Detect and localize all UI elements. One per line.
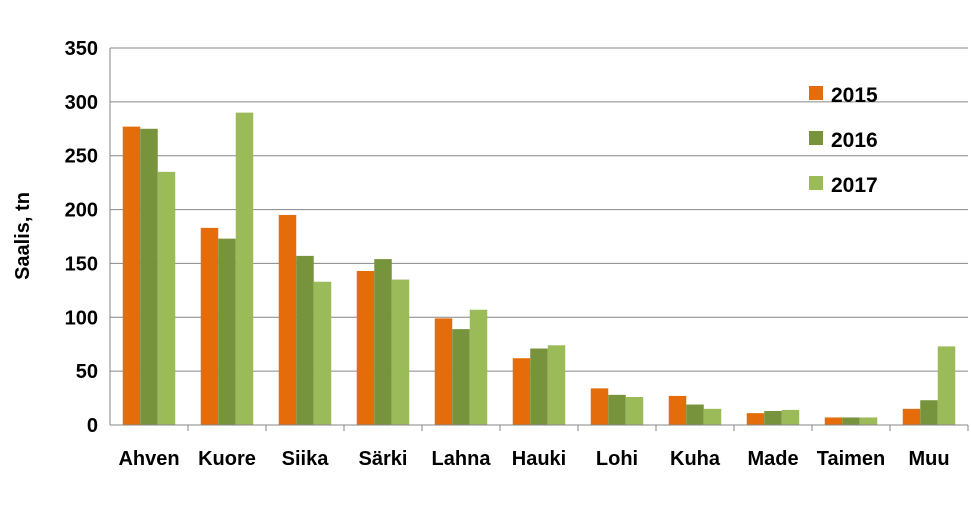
bar-2015-Kuha [668, 395, 687, 425]
y-tick-label: 300 [65, 92, 98, 114]
bar-2015-Muu [902, 408, 921, 425]
x-tick-label: Ahven [118, 448, 179, 470]
x-tick-label: Kuha [670, 448, 721, 470]
bar-2015-Kuore [200, 227, 219, 425]
legend-label-2017: 2017 [831, 174, 878, 197]
y-tick-labels: 0 50 100 150 200 250 300 350 [65, 38, 98, 437]
legend-swatch-2017 [809, 176, 823, 190]
x-tick-label: Lahna [432, 448, 492, 470]
bar-2016-Lohi [608, 394, 626, 425]
bar-2015-Särki [356, 270, 375, 425]
x-tick-label: Särki [359, 448, 408, 470]
bar-2015-Siika [278, 214, 297, 425]
x-tick-label: Kuore [198, 448, 256, 470]
bar-2016-Hauki [530, 348, 548, 425]
bar-2017-Hauki [547, 345, 566, 425]
bar-2015-Taimen [824, 417, 843, 425]
bar-2017-Made [781, 409, 800, 425]
bar-2016-Taimen [842, 417, 860, 425]
bar-2015-Ahven [122, 126, 141, 425]
bar-2017-Kuore [235, 112, 254, 425]
y-axis-title: Saalis, tn [12, 192, 34, 280]
bar-2016-Särki [374, 259, 392, 425]
y-tick-label: 350 [65, 38, 98, 60]
x-tick-label: Lohi [596, 448, 638, 470]
bar-2016-Kuha [686, 404, 704, 425]
bar-2017-Kuha [703, 408, 722, 425]
y-tick-label: 0 [87, 415, 98, 437]
legend-swatch-2016 [809, 131, 823, 145]
bar-2016-Muu [920, 400, 938, 425]
y-tick-label: 150 [65, 253, 98, 275]
y-tick-label: 250 [65, 146, 98, 168]
legend-label-2015: 2015 [831, 84, 878, 107]
bar-2017-Lohi [625, 396, 644, 425]
x-tick-label: Muu [908, 448, 949, 470]
x-tick-label: Siika [282, 448, 330, 470]
bars [122, 112, 956, 426]
bar-2016-Siika [296, 255, 314, 425]
legend: 2015 2016 2017 [809, 84, 878, 197]
bar-2016-Kuore [218, 238, 236, 425]
bar-2017-Siika [313, 281, 332, 425]
x-tick-label: Taimen [817, 448, 886, 470]
x-tick-labels: Ahven Kuore Siika Särki Lahna Hauki Lohi Kuha Ma… [118, 448, 949, 470]
legend-label-2016: 2016 [831, 129, 878, 152]
x-tick-label: Made [747, 448, 798, 470]
bar-2017-Lahna [469, 309, 488, 425]
bar-2017-Särki [391, 279, 410, 425]
x-tick-label: Hauki [512, 448, 566, 470]
legend-swatch-2015 [809, 86, 823, 100]
bar-2016-Lahna [452, 329, 470, 425]
bar-2015-Hauki [512, 358, 531, 425]
bar-2015-Lahna [434, 318, 453, 425]
y-tick-label: 100 [65, 307, 98, 329]
bar-2017-Muu [937, 346, 956, 425]
y-tick-label: 200 [65, 200, 98, 222]
y-tick-label: 50 [76, 361, 98, 383]
bar-2015-Lohi [590, 388, 609, 425]
bar-2017-Taimen [859, 417, 878, 425]
bar-2017-Ahven [157, 171, 176, 425]
bar-2015-Made [746, 413, 765, 425]
axes [109, 48, 969, 431]
bar-2016-Made [764, 410, 782, 425]
bar-2016-Ahven [140, 128, 158, 426]
